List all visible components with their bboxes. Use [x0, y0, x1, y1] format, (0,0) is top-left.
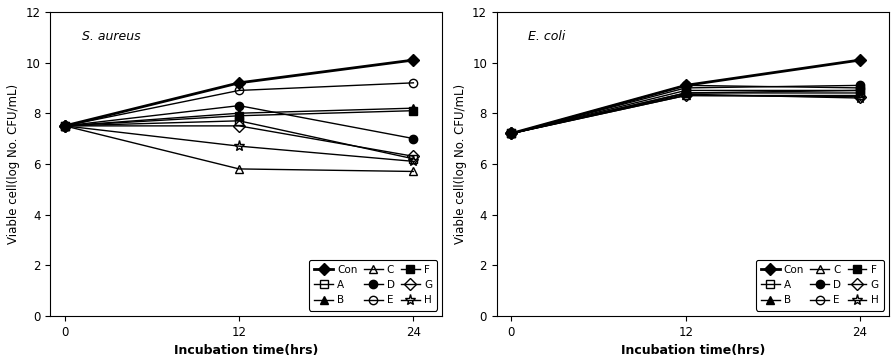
E — [680, 83, 691, 88]
Line: Con: Con — [61, 56, 418, 130]
Line: B: B — [507, 86, 864, 138]
A — [680, 91, 691, 95]
D — [234, 103, 245, 108]
C — [680, 93, 691, 98]
D — [855, 83, 866, 88]
Legend: Con, A, B, C, D, E, F, G, H: Con, A, B, C, D, E, F, G, H — [309, 260, 437, 310]
Line: F: F — [507, 86, 864, 138]
Line: D: D — [61, 102, 418, 143]
C — [506, 131, 517, 136]
D — [59, 124, 70, 128]
B — [680, 88, 691, 92]
F — [855, 88, 866, 92]
Line: G: G — [507, 91, 864, 138]
Line: C: C — [61, 122, 418, 175]
F — [680, 91, 691, 95]
F — [59, 124, 70, 128]
C — [408, 169, 418, 174]
Con — [680, 83, 691, 88]
Line: A: A — [507, 89, 864, 138]
Con — [506, 131, 517, 136]
B — [234, 111, 245, 115]
Line: A: A — [61, 116, 418, 163]
F — [234, 114, 245, 118]
G — [59, 124, 70, 128]
B — [855, 88, 866, 92]
G — [855, 95, 866, 99]
H — [408, 159, 418, 163]
Con — [59, 124, 70, 128]
G — [408, 154, 418, 158]
F — [408, 108, 418, 113]
Con — [855, 58, 866, 62]
Y-axis label: Viable cell(log No. CFU/mL): Viable cell(log No. CFU/mL) — [453, 84, 467, 244]
X-axis label: Incubation time(hrs): Incubation time(hrs) — [621, 344, 765, 357]
G — [680, 93, 691, 98]
Line: H: H — [59, 120, 419, 167]
G — [506, 131, 517, 136]
Line: H: H — [506, 89, 866, 139]
H — [855, 96, 866, 100]
Line: E: E — [507, 81, 864, 138]
E — [408, 81, 418, 85]
X-axis label: Incubation time(hrs): Incubation time(hrs) — [174, 344, 318, 357]
Text: S. aureus: S. aureus — [82, 30, 141, 43]
Con — [408, 58, 418, 62]
E — [855, 86, 866, 90]
E — [59, 124, 70, 128]
C — [234, 167, 245, 171]
H — [506, 131, 517, 136]
C — [59, 124, 70, 128]
Line: G: G — [61, 122, 418, 161]
H — [59, 124, 70, 128]
B — [59, 124, 70, 128]
A — [59, 124, 70, 128]
A — [855, 91, 866, 95]
Legend: Con, A, B, C, D, E, F, G, H: Con, A, B, C, D, E, F, G, H — [755, 260, 883, 310]
G — [234, 124, 245, 128]
H — [680, 92, 691, 96]
B — [408, 106, 418, 110]
E — [506, 131, 517, 136]
A — [234, 119, 245, 123]
A — [506, 131, 517, 136]
F — [506, 131, 517, 136]
Text: E. coli: E. coli — [529, 30, 565, 43]
C — [855, 93, 866, 98]
Line: Con: Con — [507, 56, 864, 138]
B — [506, 131, 517, 136]
Line: F: F — [61, 107, 418, 130]
Line: C: C — [507, 91, 864, 138]
Con — [234, 81, 245, 85]
D — [506, 131, 517, 136]
Line: B: B — [61, 104, 418, 130]
H — [234, 144, 245, 148]
Y-axis label: Viable cell(log No. CFU/mL): Viable cell(log No. CFU/mL) — [7, 84, 20, 244]
A — [408, 157, 418, 161]
Line: D: D — [507, 81, 864, 138]
Line: E: E — [61, 79, 418, 130]
D — [680, 86, 691, 90]
D — [408, 136, 418, 141]
E — [234, 88, 245, 92]
